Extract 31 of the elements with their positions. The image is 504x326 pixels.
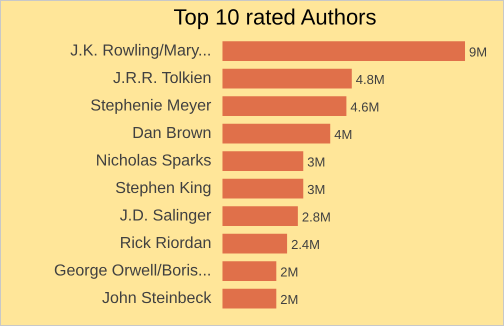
data-label: 4.6M bbox=[350, 100, 380, 115]
bar bbox=[222, 41, 466, 62]
data-label: 2M bbox=[280, 292, 298, 308]
y-tick-label: John Steinbeck bbox=[102, 290, 212, 308]
y-tick-label: Stephen King bbox=[115, 180, 212, 198]
bar bbox=[222, 68, 352, 89]
y-tick-label: Rick Riordan bbox=[120, 235, 212, 252]
chart-title: Top 10 rated Authors bbox=[173, 4, 377, 30]
data-label: 2.8M bbox=[302, 210, 331, 225]
data-label: 9M bbox=[469, 44, 488, 60]
data-label: 3M bbox=[307, 154, 326, 170]
bar bbox=[222, 206, 298, 226]
y-tick-label: J.K. Rowling/Mary... bbox=[70, 42, 212, 60]
bar bbox=[222, 288, 276, 309]
bar bbox=[222, 178, 304, 199]
y-tick-label: Stephenie Meyer bbox=[90, 98, 212, 115]
y-tick-label: Dan Brown bbox=[132, 125, 212, 142]
y-tick-label: J.D. Salinger bbox=[120, 208, 212, 225]
y-tick-label: George Orwell/Boris... bbox=[54, 262, 212, 280]
y-tick-label: J.R.R. Tolkien bbox=[112, 70, 212, 88]
bar bbox=[222, 151, 304, 172]
bar bbox=[222, 124, 330, 144]
y-tick-label: Nicholas Sparks bbox=[96, 152, 212, 170]
data-label: 4.8M bbox=[356, 72, 385, 88]
data-label: 2.4M bbox=[291, 237, 320, 252]
data-label: 2M bbox=[280, 264, 298, 280]
data-label: 3M bbox=[307, 182, 326, 198]
data-label: 4M bbox=[334, 127, 352, 142]
bar bbox=[222, 261, 276, 282]
bar bbox=[222, 234, 288, 254]
bar bbox=[222, 96, 346, 116]
